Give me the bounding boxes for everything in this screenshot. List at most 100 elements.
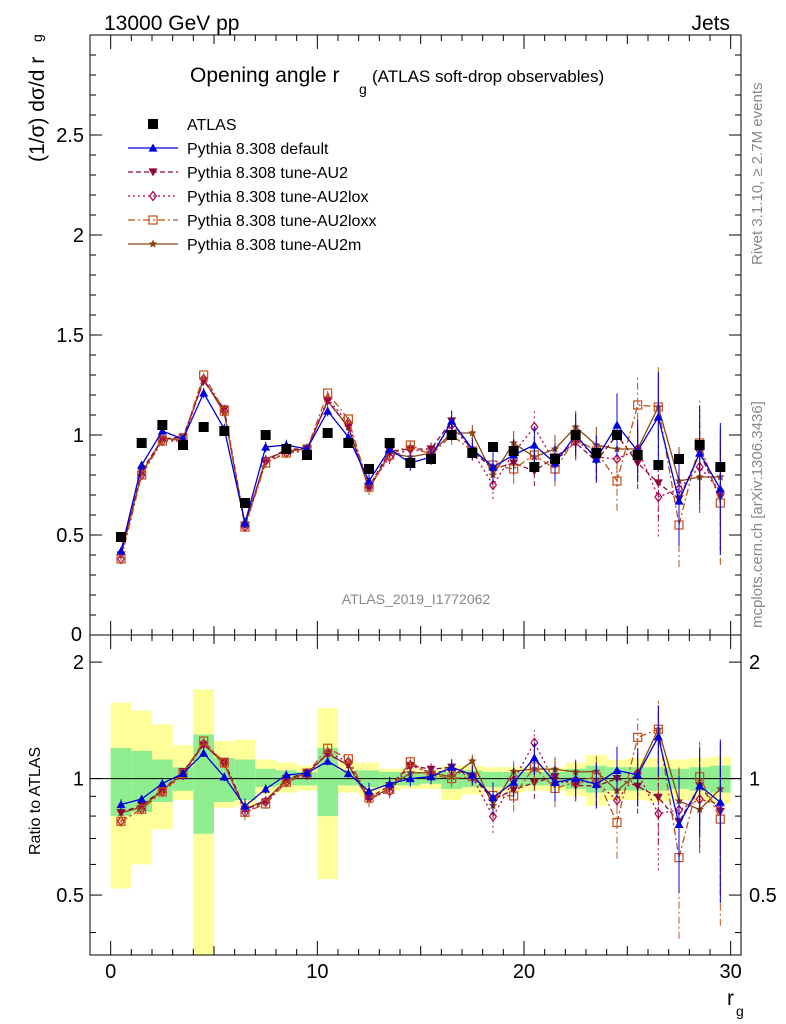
ratio-point-default: [633, 770, 643, 779]
analysis-id-label: ATLAS_2019_I1772062: [342, 591, 491, 607]
ratio-point-au2: [653, 793, 663, 802]
point-data: [281, 444, 292, 454]
ratio-series-default: [116, 705, 725, 904]
legend-entry-au2lox: Pythia 8.308 tune-AU2lox: [128, 189, 368, 206]
ratio-point-au2loxx: [199, 736, 209, 746]
legend-marker-au2lox: [148, 190, 158, 202]
point-au2: [653, 479, 663, 488]
ratio-point-default: [550, 777, 560, 787]
ratio-point-default: [343, 768, 353, 778]
ratio-point-default: [219, 772, 229, 781]
point-data: [116, 532, 126, 542]
point-data: [612, 430, 622, 440]
point-data: [136, 438, 147, 448]
point-default: [157, 426, 167, 435]
ratio-point-default: [302, 768, 312, 777]
ratio-y-tick-label-right: 1: [749, 769, 760, 791]
plot-title-main: Opening angle r: [190, 64, 339, 87]
x-tick-label: 30: [720, 961, 742, 983]
plot-title-subscript: g: [359, 81, 367, 97]
ratio-point-default: [715, 797, 725, 806]
point-data: [508, 446, 519, 456]
legend-entry-au2: Pythia 8.308 tune-AU2: [128, 165, 348, 182]
point-au2loxx: [405, 440, 415, 450]
point-data: [343, 438, 354, 448]
ratio-band-green: [234, 759, 256, 801]
point-default: [674, 496, 684, 505]
y-tick-label-zero: 0: [71, 624, 82, 646]
ratio-point-au2lox: [199, 738, 208, 750]
x-axis-title: r: [727, 987, 734, 1010]
ratio-point-default: [199, 748, 209, 757]
point-default: [116, 546, 126, 555]
legend-marker-default: [148, 143, 158, 152]
x-tick-label: 10: [306, 961, 328, 983]
point-default: [591, 454, 601, 463]
point-au2lox: [199, 373, 208, 385]
main-axes: 0.5 1 1.5 2 2.5 0: [56, 35, 741, 646]
point-au2m: [468, 428, 477, 437]
ratio-band-green: [255, 768, 276, 788]
legend-marker-au2: [148, 168, 158, 177]
point-au2loxx: [116, 554, 126, 564]
legend-entry-default: Pythia 8.308 default: [128, 141, 329, 158]
ratio-point-default: [240, 801, 250, 810]
ratio-line-default: [120, 734, 721, 827]
ratio-point-default: [653, 732, 663, 741]
point-default: [137, 460, 147, 469]
point-data: [405, 458, 416, 468]
ratio-point-au2loxx: [137, 804, 147, 814]
point-data: [488, 442, 498, 452]
ratio-point-default: [137, 794, 147, 803]
ratio-point-default: [695, 781, 705, 790]
ratio-point-au2loxx: [633, 732, 643, 742]
point-data: [219, 426, 230, 436]
ratio-y-tick-label: 0.5: [56, 885, 84, 907]
ratio-point-default: [529, 753, 539, 762]
legend-label: Pythia 8.308 tune-AU2lox: [187, 189, 368, 206]
ratio-y-tick-label: 1: [73, 769, 84, 791]
ratio-point-au2loxx: [612, 817, 622, 828]
point-default: [240, 518, 250, 527]
series-line-au2: [120, 379, 721, 556]
ratio-axes: 0 10 20 30 0.5 0.5 1 1 2 2: [56, 635, 777, 983]
process-label: Jets: [691, 12, 730, 35]
ratio-point-default: [447, 762, 457, 771]
point-default: [323, 406, 333, 415]
ratio-point-default: [385, 779, 395, 788]
point-data: [467, 448, 478, 458]
point-data: [260, 430, 271, 440]
point-au2lox: [406, 443, 415, 455]
point-data: [322, 428, 333, 438]
ratio-y-tick-label-right: 2: [749, 652, 760, 674]
ratio-point-au2: [116, 809, 126, 818]
legend-label: Pythia 8.308 tune-AU2m: [187, 237, 361, 254]
point-data: [426, 454, 436, 464]
x-axis-title-subscript: g: [736, 1003, 744, 1019]
point-default: [385, 444, 395, 453]
ratio-point-au2lox: [488, 811, 498, 823]
ratio-point-default: [405, 774, 415, 783]
ratio-point-au2lox: [406, 759, 415, 771]
mcplots-label: mcplots.cern.ch [arXiv:1306.3436]: [749, 401, 766, 628]
legend-label: Pythia 8.308 default: [187, 141, 329, 158]
ratio-point-default: [467, 770, 477, 779]
ratio-point-au2loxx: [405, 757, 415, 767]
point-au2loxx: [219, 406, 229, 416]
point-data: [364, 464, 374, 474]
series-au2loxx: [116, 364, 725, 568]
ratio-point-default: [509, 777, 519, 786]
point-data: [178, 440, 188, 450]
legend-label: Pythia 8.308 tune-AU2: [187, 165, 348, 182]
point-au2lox: [654, 491, 663, 503]
series-line-au2loxx: [120, 373, 721, 560]
point-data: [384, 438, 395, 448]
ratio-point-default: [281, 770, 291, 779]
point-data: [529, 462, 540, 472]
plot-title-paren: (ATLAS soft-drop observables): [372, 67, 604, 86]
ratio-point-default: [261, 784, 271, 793]
point-default: [447, 416, 457, 425]
legend: ATLAS Pythia 8.308 default Pythia 8.308 tu…: [128, 117, 376, 254]
ratio-point-default: [591, 779, 601, 788]
